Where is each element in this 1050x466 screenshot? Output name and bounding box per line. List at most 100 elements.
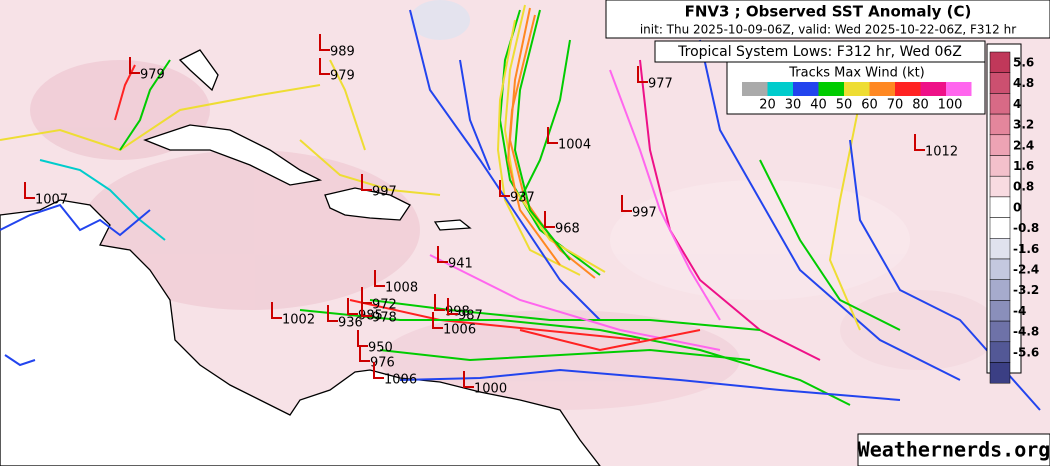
low-pressure-label: 968 — [555, 222, 580, 237]
colorbar-cell — [989, 279, 1011, 301]
low-pressure-label: 941 — [448, 257, 473, 272]
storm-track — [519, 39, 571, 201]
low-symbol — [434, 294, 445, 311]
storm-track — [349, 299, 641, 341]
wind-label: 40 — [810, 98, 827, 113]
low-pressure-label: 987 — [458, 309, 483, 324]
low-pressure-label: 977 — [648, 77, 673, 92]
title: FNV3 ; Observed SST Anomaly (C) — [685, 3, 972, 21]
storm-track — [759, 159, 901, 331]
low-pressure-label: 1012 — [925, 145, 958, 160]
colorbar: 5.6 4.8 4 3.2 2.4 1.6 0.8 0 -0.8 -1.6 -2.4 -3.2 -4 -4… — [989, 51, 1039, 384]
low-pressure-label: 979 — [140, 68, 165, 83]
wind-label: 60 — [861, 98, 878, 113]
colorbar-cell — [989, 72, 1011, 94]
colorbar-cell — [989, 362, 1011, 384]
storm-track — [379, 348, 751, 362]
wind-label: 100 — [938, 98, 963, 113]
colorbar-cell — [989, 341, 1011, 363]
lows-title: Tropical System Lows: F312 hr, Wed 06Z — [677, 44, 962, 60]
low-symbol — [621, 195, 632, 212]
storm-track — [329, 59, 366, 151]
low-pressure-label: 1000 — [474, 382, 507, 397]
low-pressure-label: 972 — [372, 298, 397, 313]
storm-track — [513, 9, 571, 261]
colorbar-label: 0 — [1013, 200, 1021, 214]
low-pressure-label: 1008 — [385, 281, 418, 296]
colorbar-cell — [989, 113, 1011, 136]
storm-track — [828, 99, 861, 331]
wind-swatch — [818, 82, 844, 96]
wind-swatch — [895, 82, 921, 96]
low-symbol — [373, 362, 384, 379]
storm-track — [0, 203, 151, 237]
low-symbol — [447, 298, 458, 315]
storm-track — [699, 39, 961, 381]
colorbar-cell — [989, 238, 1011, 260]
subtitle: init: Thu 2025-10-09-06Z, valid: Wed 202… — [640, 23, 1016, 37]
low-symbol — [347, 298, 358, 315]
wind-swatch — [793, 82, 819, 96]
low-symbol — [437, 246, 448, 263]
colorbar-cell — [989, 300, 1011, 322]
colorbar-label: 5.6 — [1013, 56, 1034, 70]
colorbar-label: -0.8 — [1013, 221, 1039, 235]
wind-swatch — [920, 82, 946, 96]
storm-track — [506, 14, 561, 266]
wind-swatches: 20 30 40 50 60 70 80 100 — [742, 82, 972, 113]
low-pressure-label: 976 — [370, 356, 395, 371]
colorbar-cell — [989, 175, 1011, 198]
storm-track — [299, 139, 441, 196]
low-symbol — [327, 305, 338, 322]
low-symbol — [271, 302, 282, 319]
low-pressure-label: 979 — [330, 69, 355, 84]
low-pressure-label: 989 — [330, 45, 355, 60]
wind-label: 50 — [836, 98, 853, 113]
colorbar-cell — [989, 155, 1011, 177]
wind-swatch — [844, 82, 870, 96]
colorbar-label: 4 — [1013, 97, 1021, 111]
low-pressure-label: 1007 — [35, 193, 68, 208]
colorbar-cell — [989, 258, 1011, 280]
storm-track — [369, 299, 761, 331]
low-pressure-label: 997 — [632, 206, 657, 221]
low-pressure-label: 1006 — [384, 373, 417, 388]
colorbar-cell — [989, 320, 1011, 343]
land — [0, 49, 601, 466]
watermark-box — [857, 433, 1050, 466]
low-symbol — [499, 180, 510, 197]
low-symbol — [319, 58, 330, 75]
colorbar-label: 4.8 — [1013, 76, 1034, 90]
low-symbol — [544, 211, 555, 228]
wind-label: 70 — [887, 98, 904, 113]
low-pressure-label: 998 — [445, 305, 470, 320]
wind-swatch — [869, 82, 895, 96]
watermark: Weathernerds.org — [858, 438, 1050, 462]
colorbar-label: 2.4 — [1013, 138, 1034, 152]
colorbar-label: -4 — [1013, 304, 1026, 318]
colorbar-label: -4.8 — [1013, 325, 1039, 339]
low-pressure-label: 978 — [372, 311, 397, 326]
storm-track — [114, 64, 136, 121]
low-symbol — [361, 174, 372, 191]
colorbar-label: 3.2 — [1013, 118, 1034, 132]
wind-swatch — [767, 82, 793, 96]
low-symbol — [637, 66, 648, 83]
storm-track — [459, 59, 491, 171]
storm-track — [519, 329, 701, 352]
colorbar-cell — [989, 51, 1011, 73]
wind-label: 30 — [785, 98, 802, 113]
storm-track — [39, 159, 166, 241]
wind-swatch — [742, 82, 768, 96]
colorbar-label: 1.6 — [1013, 159, 1034, 173]
colorbar-cell — [989, 196, 1011, 218]
storm-track — [299, 309, 851, 406]
low-pressure-label: 1004 — [558, 138, 591, 153]
wind-legend-title: Tracks Max Wind (kt) — [788, 66, 925, 81]
colorbar-label: 0.8 — [1013, 180, 1034, 194]
low-symbol — [357, 330, 368, 347]
storm-track — [496, 19, 581, 276]
low-pressure-label: 950 — [368, 341, 393, 356]
wind-swatch — [946, 82, 972, 96]
